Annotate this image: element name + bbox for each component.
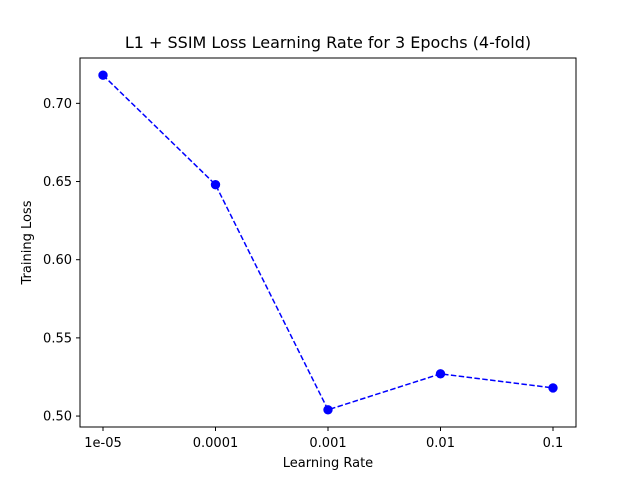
data-point	[435, 369, 446, 379]
y-axis: 0.50 0.55 0.60 0.65 0.70	[43, 97, 80, 425]
y-tick-label: 0.50	[43, 410, 72, 425]
y-tick-label: 0.55	[43, 331, 72, 346]
x-tick-label: 0.001	[309, 436, 346, 451]
x-axis-label: Learning Rate	[283, 456, 373, 471]
data-point	[210, 179, 221, 190]
x-axis: 1e-05 0.0001 0.001 0.01 0.1	[84, 427, 563, 451]
y-tick-label: 0.70	[43, 97, 72, 112]
y-axis-label: Training Loss	[20, 200, 35, 285]
x-tick-label: 1e-05	[84, 436, 122, 451]
x-tick-label: 0.1	[543, 436, 564, 451]
chart-title: L1 + SSIM Loss Learning Rate for 3 Epoch…	[125, 33, 531, 52]
plot-frame	[79, 57, 577, 428]
y-tick-label: 0.60	[43, 253, 72, 268]
y-tick-label: 0.65	[43, 175, 72, 190]
data-point	[323, 405, 333, 415]
data-point	[98, 70, 108, 80]
series-line	[102, 74, 554, 411]
data-point	[548, 383, 558, 393]
series-layer	[98, 70, 558, 415]
x-tick-label: 0.0001	[193, 436, 239, 451]
x-tick-label: 0.01	[426, 436, 455, 451]
